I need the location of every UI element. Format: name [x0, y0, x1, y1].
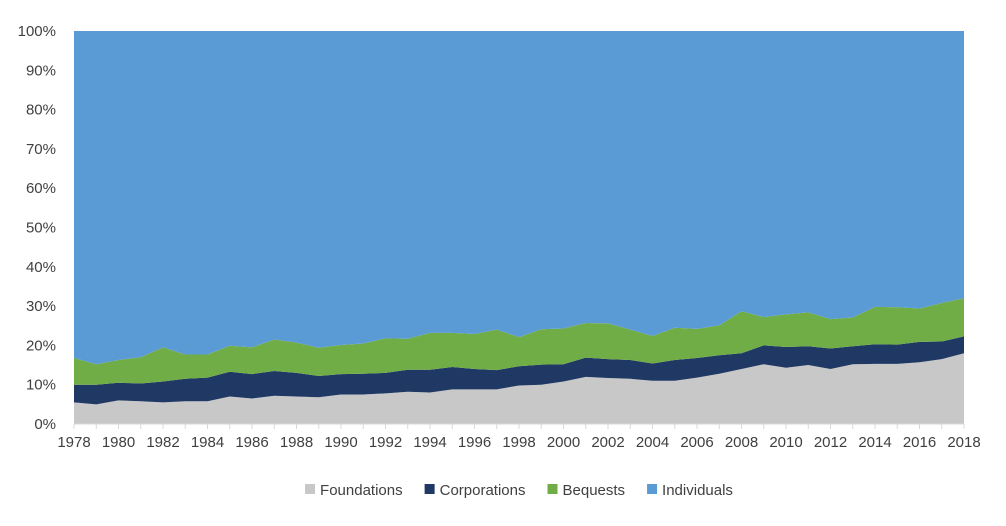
x-tick-label: 1996	[458, 434, 491, 451]
y-tick-label: 0%	[34, 416, 56, 433]
y-tick-label: 50%	[26, 220, 56, 237]
area-bequests	[74, 298, 964, 385]
x-axis: 1978 1980 1982 1984 1986 1988 1990 1992 1994 1996…	[57, 423, 981, 451]
y-tick-label: 100%	[18, 23, 56, 40]
y-axis: 0% 10% 20% 30% 40% 50% 60% 70% 80% 90% 100%	[18, 23, 56, 433]
area-corporations	[74, 336, 964, 405]
y-tick-label: 40%	[26, 259, 56, 276]
x-tick-label: 2004	[636, 434, 669, 451]
area-series-group	[74, 31, 964, 424]
y-tick-label: 30%	[26, 298, 56, 315]
x-tick-label: 2014	[858, 434, 891, 451]
y-tick-label: 10%	[26, 377, 56, 394]
legend-item: Individuals	[647, 482, 733, 499]
x-tick-label: 1988	[280, 434, 313, 451]
legend-swatch	[424, 484, 435, 494]
legend-label: Bequests	[563, 482, 626, 499]
x-tick-label: 2006	[680, 434, 713, 451]
x-tick-label: 2010	[769, 434, 802, 451]
y-tick-label: 80%	[26, 102, 56, 119]
legend-label: Foundations	[320, 482, 403, 499]
area-individuals	[74, 31, 964, 365]
legend-swatch	[547, 484, 558, 494]
area-foundations	[74, 353, 964, 424]
x-tick-label: 2002	[591, 434, 624, 451]
x-tick-label: 1980	[102, 434, 135, 451]
x-tick-label: 1994	[413, 434, 446, 451]
x-tick-label: 1990	[324, 434, 357, 451]
legend-label: Individuals	[662, 482, 733, 499]
x-tick-label: 2000	[547, 434, 580, 451]
x-tick-label: 1982	[146, 434, 179, 451]
x-tick-label: 2016	[903, 434, 936, 451]
legend-label: Corporations	[440, 482, 526, 499]
y-tick-label: 90%	[26, 62, 56, 79]
legend: Foundations Corporations Bequests Individua…	[305, 482, 733, 499]
x-tick-label: 2008	[725, 434, 758, 451]
y-tick-label: 20%	[26, 337, 56, 354]
x-tick-label: 2012	[814, 434, 847, 451]
x-tick-label: 1978	[57, 434, 90, 451]
x-tick-label: 1992	[369, 434, 402, 451]
y-tick-label: 60%	[26, 180, 56, 197]
legend-item: Corporations	[424, 482, 526, 499]
x-tick-label: 1984	[191, 434, 224, 451]
legend-swatch	[305, 484, 316, 494]
x-tick-label: 1986	[235, 434, 268, 451]
y-tick-label: 70%	[26, 141, 56, 158]
x-tick-label: 2018	[947, 434, 980, 451]
legend-item: Bequests	[547, 482, 626, 499]
x-tick-label: 1998	[502, 434, 535, 451]
legend-item: Foundations	[305, 482, 403, 499]
legend-swatch	[647, 484, 658, 494]
